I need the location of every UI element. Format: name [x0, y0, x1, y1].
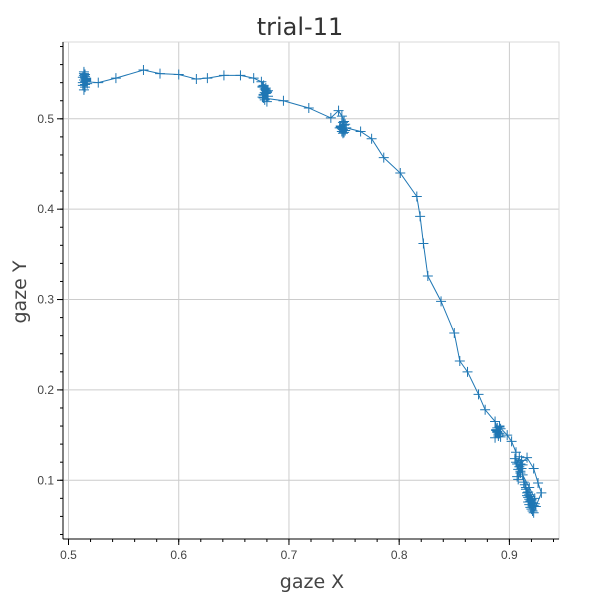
gaze-point-marker — [530, 501, 541, 512]
gaze-point-marker — [536, 487, 547, 498]
gaze-point-marker — [494, 421, 505, 432]
y-axis-label: gaze Y — [9, 260, 31, 323]
gaze-point-marker — [495, 431, 506, 442]
x-axis-label: gaze X — [280, 571, 344, 593]
x-tick-label: 0.6 — [170, 548, 187, 562]
gaze-point-marker — [415, 211, 426, 222]
y-tick-label: 0.3 — [37, 293, 54, 307]
gaze-point-marker — [93, 77, 104, 88]
gaze-point-marker — [325, 112, 336, 123]
gaze-point-marker — [473, 389, 484, 400]
gaze-point-marker — [336, 111, 347, 122]
gaze-point-marker — [191, 74, 202, 85]
y-tick-label: 0.1 — [37, 473, 54, 487]
gaze-point-marker — [529, 493, 540, 504]
x-tick-label: 0.8 — [391, 548, 408, 562]
gaze-point-marker — [449, 327, 460, 338]
gaze-point-marker — [80, 69, 91, 80]
gaze-point-marker — [202, 73, 213, 84]
gaze-point-marker — [333, 105, 344, 116]
gaze-point-marker — [339, 120, 350, 131]
gaze-point-marker — [422, 271, 433, 282]
gaze-point-marker — [528, 463, 539, 474]
gaze-point-marker — [513, 474, 524, 485]
gaze-point-marker — [418, 238, 429, 249]
gaze-point-marker — [278, 95, 289, 106]
gaze-point-marker — [528, 507, 539, 518]
gaze-point-marker — [515, 459, 526, 469]
gaze-point-marker — [518, 477, 529, 488]
gaze-point-marker — [341, 122, 352, 133]
gaze-point-marker — [355, 126, 366, 137]
gaze-point-marker — [533, 477, 544, 488]
gaze-point-marker — [519, 479, 530, 490]
gaze-point-marker — [524, 482, 535, 493]
gaze-point-marker — [138, 65, 149, 76]
gaze-point-marker — [258, 93, 269, 104]
gaze-point-marker — [517, 469, 528, 480]
x-tick-label: 0.5 — [60, 548, 77, 562]
gaze-point-marker — [436, 296, 447, 307]
plot-area — [77, 65, 547, 518]
gaze-point-marker — [78, 66, 89, 77]
gaze-point-marker — [454, 355, 465, 366]
gaze-point-marker — [411, 191, 422, 202]
gaze-point-marker — [303, 102, 314, 113]
y-tick-label: 0.4 — [37, 202, 54, 216]
gaze-point-marker — [395, 168, 406, 179]
gaze-point-marker — [155, 68, 165, 79]
gaze-point-marker — [506, 436, 517, 447]
gaze-point-marker — [462, 366, 473, 377]
gaze-point-marker — [78, 84, 89, 95]
axes: 0.5 0.6 0.7 0.8 0.9 0.1 0.2 0.3 0.4 0.5 — [37, 42, 559, 562]
gaze-markers — [77, 65, 547, 518]
gaze-point-marker — [522, 452, 533, 463]
gaze-point-marker — [522, 487, 533, 498]
gaze-point-marker — [235, 70, 246, 81]
gaze-point-marker — [218, 70, 229, 81]
gaze-point-marker — [366, 133, 377, 144]
gaze-point-marker — [480, 404, 491, 415]
grid — [63, 42, 559, 539]
gaze-point-marker — [502, 430, 513, 441]
gaze-point-marker — [490, 416, 501, 427]
gaze-point-marker — [110, 73, 121, 84]
gaze-point-marker — [337, 117, 348, 128]
gaze-point-marker — [173, 69, 184, 80]
gaze-point-marker — [516, 463, 527, 474]
gaze-point-marker — [248, 73, 259, 84]
gaze-point-marker — [492, 426, 503, 437]
x-tick-label: 0.7 — [281, 548, 298, 562]
gaze-point-marker — [257, 92, 268, 103]
gaze-point-marker — [81, 76, 92, 87]
gaze-point-marker — [259, 87, 270, 98]
gaze-trajectory-line — [81, 69, 542, 513]
gaze-point-marker — [378, 152, 389, 163]
gaze-point-marker — [337, 128, 348, 139]
y-tick-label: 0.2 — [37, 383, 54, 397]
y-tick-label: 0.5 — [37, 112, 54, 126]
plot-frame — [62, 41, 560, 540]
gaze-point-marker — [525, 496, 536, 507]
gaze-point-marker — [260, 85, 271, 96]
x-tick-label: 0.9 — [501, 548, 518, 562]
gaze-point-marker — [493, 429, 504, 440]
chart-title: trial-11 — [257, 13, 344, 41]
gaze-point-marker — [512, 471, 523, 482]
